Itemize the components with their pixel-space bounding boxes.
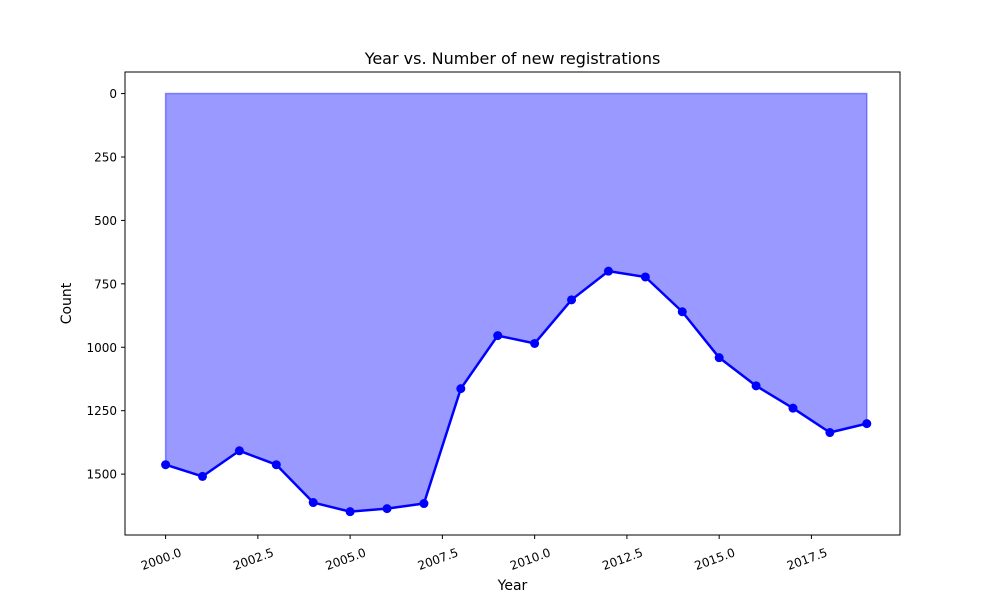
data-point-2014 <box>677 307 687 317</box>
x-axis-label: Year <box>497 578 528 594</box>
y-tick-label: 1000 <box>86 341 117 355</box>
chart-title: Year vs. Number of new registrations <box>364 49 661 68</box>
data-point-2019 <box>862 419 872 429</box>
data-point-2001 <box>198 471 207 481</box>
data-point-2008 <box>456 384 466 394</box>
data-point-2012 <box>603 266 613 276</box>
point-layer <box>161 266 872 517</box>
y-axis: 0 250 500 750 1000 1250 1500 <box>86 87 125 482</box>
y-tick-label: 0 <box>109 87 117 101</box>
y-tick-label: 1500 <box>86 468 117 482</box>
data-point-2003 <box>271 460 281 470</box>
data-point-2007 <box>419 499 429 509</box>
data-point-2018 <box>825 428 835 438</box>
y-tick-label: 500 <box>94 214 117 228</box>
data-point-2015 <box>714 353 724 363</box>
data-point-2017 <box>788 403 798 413</box>
y-axis-label: Count <box>59 282 75 324</box>
data-point-2005 <box>345 507 355 517</box>
data-point-2006 <box>382 504 392 514</box>
data-point-2013 <box>640 272 650 282</box>
data-point-2016 <box>751 381 761 391</box>
plot-frame <box>124 71 901 536</box>
data-point-2002 <box>234 446 244 456</box>
data-point-2009 <box>493 331 503 341</box>
y-tick-label: 1250 <box>86 404 117 418</box>
y-tick-label: 250 <box>94 150 117 164</box>
y-tick-label: 750 <box>94 277 117 291</box>
data-point-2000 <box>161 460 171 470</box>
line-layer <box>165 269 868 513</box>
data-point-2004 <box>308 498 318 508</box>
data-point-2011 <box>567 295 577 305</box>
data-point-2010 <box>530 338 540 348</box>
series-line <box>165 269 868 513</box>
